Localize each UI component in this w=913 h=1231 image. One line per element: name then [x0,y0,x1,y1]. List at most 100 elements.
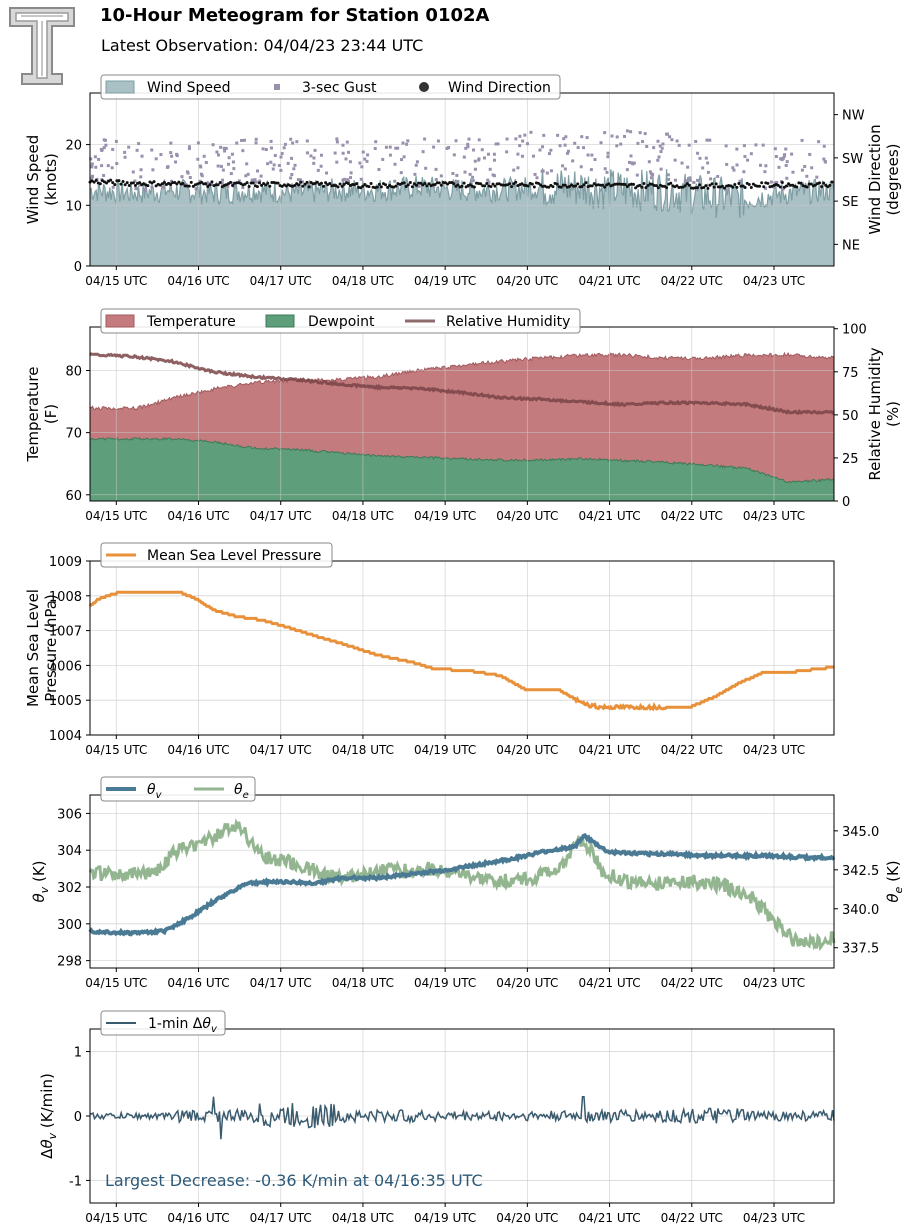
wind-direction-point [758,184,762,188]
wind-direction-point [644,186,648,190]
gust-point [488,167,492,171]
plot-frame [89,560,835,736]
wind-direction-point [138,181,142,185]
y-axis-label: Mean Sea LevelPressure (hPa) [24,589,60,707]
gust-point [482,156,486,160]
x-tick-label: 04/17 UTC [250,274,312,288]
gust-point [781,156,785,160]
gust-point [346,178,350,182]
gust-point [292,167,296,171]
x-tick-label: 04/16 UTC [167,509,229,523]
wind-direction-point [592,182,596,186]
gust-point [738,179,742,183]
wind-direction-point [766,181,770,185]
panel-wind: 04/15 UTC 04/16 UTC 04/17 UTC 04/18 UTC 04/1… [24,74,902,288]
gust-point [219,145,223,149]
wind-direction-point [809,182,813,186]
gust-point [377,185,381,189]
panel-theta: 04/15 UTC 04/16 UTC 04/17 UTC 04/18 UTC 04/1… [30,776,905,990]
legend-label: Dewpoint [308,314,375,330]
x-tick-label: 04/18 UTC [332,976,394,990]
x-tick-label: 04/20 UTC [496,743,558,757]
gust-point [464,146,468,150]
gust-point [269,146,273,150]
gust-point [785,176,789,180]
gust-point [589,168,593,172]
gust-point [305,139,309,143]
wind-direction-point [210,180,214,184]
wind-direction-point [778,185,782,189]
gust-point [217,153,221,157]
gust-point [291,141,295,145]
gust-point [377,167,381,171]
wind-direction-point [582,183,586,187]
gust-point [615,144,619,148]
gust-point [90,162,94,166]
gust-point [764,164,768,168]
gust-point [271,167,275,171]
gust-point [480,148,484,152]
x-tick-label: 04/21 UTC [578,976,640,990]
y-tick-label: 60 [65,489,82,504]
gust-point [204,160,208,164]
gust-point [599,141,603,145]
gust-point [505,150,509,154]
wind-direction-point [468,183,472,187]
wind-direction-point [127,183,131,187]
wind-direction-point [303,182,307,186]
wind-direction-point [720,184,724,188]
gust-point [638,131,642,135]
wind-direction-point [706,186,710,190]
x-tick-label: 04/23 UTC [743,743,805,757]
gust-point [264,148,268,152]
y2-tick-label: 340.0 [842,903,879,918]
gust-point [111,147,115,151]
gust-point [805,174,809,178]
gust-point [791,170,795,174]
gust-point [402,155,406,159]
gust-point [625,129,629,133]
wind-direction-point [485,181,489,185]
gust-point [724,144,728,148]
gust-point [198,179,202,183]
gust-point [512,168,516,172]
gust-point [576,146,580,150]
wind-direction-point [94,178,98,182]
wind-direction-point [243,182,247,186]
gust-point [705,138,709,142]
gust-point [675,139,679,143]
x-tick-label: 04/15 UTC [85,976,147,990]
gust-point [586,153,590,157]
texas-tech-logo [9,7,75,85]
gust-point [606,155,610,159]
gust-point [547,152,551,156]
legend-label: Wind Direction [448,80,551,96]
wind-direction-point [384,183,388,187]
x-tick-label: 04/21 UTC [578,274,640,288]
wind-speed-area [90,168,834,266]
wind-direction-point [539,183,543,187]
y-axis-label: Temperature(F) [24,366,60,462]
wind-direction-point [828,183,832,187]
gust-point [754,143,758,147]
gust-point [561,164,565,168]
wind-direction-point [741,184,745,188]
panel-delta: 04/15 UTC 04/16 UTC 04/17 UTC 04/18 UTC 04/1… [38,1010,835,1225]
gust-point [563,143,567,147]
gust-point [777,165,781,169]
gust-point [629,154,633,158]
y2-tick-label: 342.5 [842,864,879,879]
gust-point [210,182,214,186]
panel-thermo: 04/15 UTC 04/16 UTC 04/17 UTC 04/18 UTC 04/1… [24,308,902,523]
gust-point [573,141,577,145]
y-tick-label: 20 [65,139,82,154]
gust-point [629,130,633,134]
gust-point [514,137,518,141]
wind-direction-point [299,180,303,184]
wind-direction-point [98,182,102,186]
wind-direction-point [293,184,297,188]
wind-direction-point [580,185,584,189]
y-tick-label: -1 [69,1174,82,1189]
wind-direction-point [526,184,530,188]
gust-point [724,188,728,192]
